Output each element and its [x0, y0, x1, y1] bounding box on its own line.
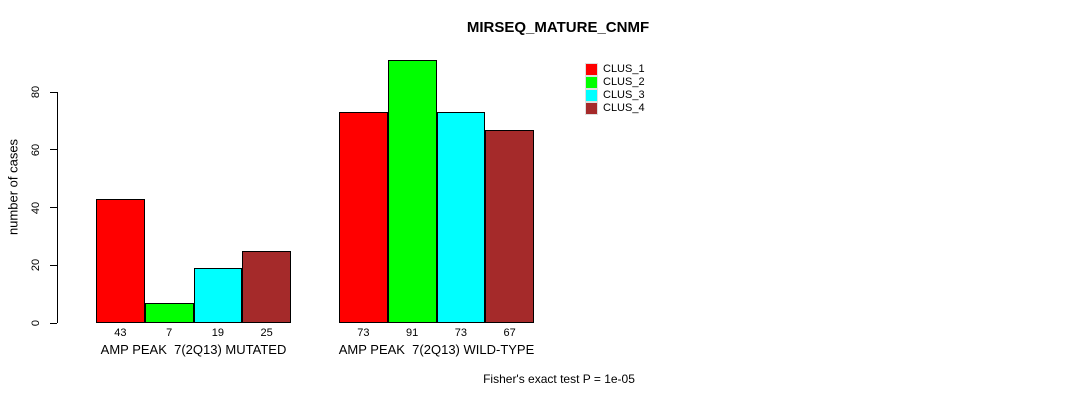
y-axis-tick — [50, 149, 57, 151]
bar-clus_2-group2 — [387, 60, 437, 323]
bar-value-label: 73 — [357, 327, 370, 339]
legend-item-label: CLUS_2 — [603, 76, 645, 88]
bar-clus_4-group1 — [242, 250, 291, 323]
x-category-label: AMP PEAK 7(2Q13) WILD-TYPE — [338, 342, 535, 357]
bar-clus_1-group2 — [339, 112, 388, 323]
legend-color-swatch — [586, 90, 597, 101]
y-axis-tick-label: 60 — [30, 143, 42, 156]
bar-clus_3-group2 — [436, 112, 486, 323]
legend-color-swatch — [586, 77, 597, 88]
y-axis-tick-label: 40 — [30, 201, 42, 214]
bar-value-label: 19 — [211, 327, 224, 339]
bar-value-label: 73 — [454, 327, 467, 339]
bar-clus_3-group1 — [193, 268, 243, 323]
legend-item: CLUS_3 — [586, 89, 666, 102]
y-axis-tick — [50, 207, 57, 208]
y-axis-tick — [50, 91, 57, 93]
bar-clus_4-group2 — [485, 129, 534, 323]
y-axis-tick-label: 0 — [30, 319, 42, 327]
legend-item: CLUS_2 — [586, 76, 666, 89]
y-axis-title: number of cases — [5, 138, 21, 236]
chart-title: MIRSEQ_MATURE_CNMF — [466, 19, 650, 36]
y-axis-tick-label: 20 — [30, 259, 42, 272]
bar-value-label: 67 — [503, 327, 516, 339]
bar-clus_2-group1 — [144, 302, 194, 323]
legend-item: CLUS_1 — [586, 63, 666, 76]
legend-color-swatch — [586, 103, 597, 114]
bar-clus_1-group1 — [96, 198, 145, 323]
y-axis-tick — [50, 322, 57, 324]
legend-color-swatch — [586, 64, 597, 75]
legend-item: CLUS_4 — [586, 102, 666, 115]
y-axis-line — [57, 92, 58, 323]
y-axis-tick-label: 80 — [30, 85, 42, 99]
legend-item-label: CLUS_4 — [603, 102, 645, 114]
y-axis-tick — [50, 264, 57, 266]
fisher-test-annotation: Fisher's exact test P = 1e-05 — [483, 372, 635, 386]
legend-item-label: CLUS_1 — [603, 63, 645, 75]
bar-value-label: 43 — [114, 327, 127, 339]
x-category-label: AMP PEAK 7(2Q13) MUTATED — [100, 342, 287, 357]
bar-value-label: 7 — [166, 327, 173, 339]
bar-value-label: 25 — [260, 327, 273, 339]
bar-value-label: 91 — [406, 327, 419, 339]
legend-item-label: CLUS_3 — [603, 89, 645, 101]
